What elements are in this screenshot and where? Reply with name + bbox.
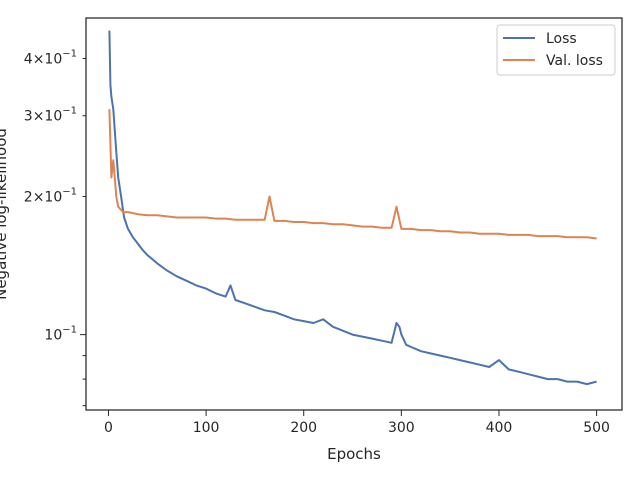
y-tick-label: 4×10−1: [24, 48, 77, 67]
legend-label-loss: Loss: [546, 31, 577, 47]
y-tick-label: 3×10−1: [24, 106, 77, 125]
x-tick-label: 200: [290, 420, 317, 436]
y-tick-label: 2×10−1: [24, 187, 77, 206]
plot-frame: [85, 17, 623, 411]
y-tick-label: 10−1: [44, 325, 77, 344]
series-line-val-loss: [108, 109, 597, 240]
x-axis-label: Epochs: [327, 445, 381, 463]
legend: Loss Val. loss: [496, 24, 616, 76]
plot-background: [86, 18, 622, 410]
y-axis-ticks: 10−1 2×10−1 3×10−1 4×10−1: [24, 48, 86, 407]
x-tick-label: 500: [583, 420, 610, 436]
x-tick-label: 400: [486, 420, 513, 436]
x-tick-label: 100: [193, 420, 220, 436]
x-axis-ticks: 0 100 200 300 400 500: [104, 410, 610, 436]
series-layer: [108, 30, 597, 386]
y-axis-label: Negative log-likelihood: [0, 128, 10, 300]
x-tick-label: 300: [388, 420, 415, 436]
x-tick-label: 0: [104, 420, 113, 436]
series-line-loss: [108, 30, 597, 386]
legend-label-val-loss: Val. loss: [546, 53, 603, 69]
